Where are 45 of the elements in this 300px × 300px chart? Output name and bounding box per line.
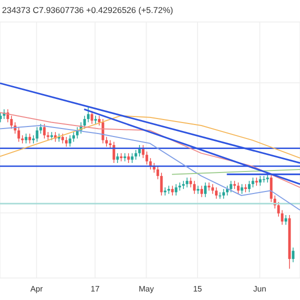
candlestick — [208, 182, 210, 192]
candlestick — [86, 106, 90, 123]
candlestick — [258, 176, 262, 186]
text: 234373 C7.93607736 +0.42926526 (+5.72%) — [2, 5, 174, 15]
candlestick — [266, 174, 269, 183]
candlestick — [215, 186, 218, 200]
candlestick — [270, 174, 272, 202]
candlestick — [236, 182, 240, 194]
candlestick — [116, 152, 119, 164]
x-tick-label: Apr — [30, 284, 44, 294]
candlestick — [292, 247, 294, 263]
candlestick — [160, 172, 163, 196]
candlestick — [218, 192, 222, 200]
candlestick — [193, 180, 196, 194]
candlestick — [248, 180, 251, 193]
candlestick — [36, 126, 38, 142]
candlestick — [204, 182, 207, 198]
candlestick — [39, 124, 42, 134]
candlestick — [280, 210, 284, 226]
candlestick — [105, 136, 108, 148]
candlestick — [65, 136, 68, 148]
candlestick — [43, 124, 46, 139]
candlestick — [262, 176, 266, 183]
candlestick — [134, 150, 138, 160]
candlestick — [196, 185, 200, 194]
candlestick — [200, 185, 203, 198]
candlestick — [146, 151, 148, 165]
candlestick — [156, 166, 160, 180]
candlestick — [138, 144, 141, 157]
candlestick — [149, 158, 152, 170]
candlestick — [127, 152, 130, 164]
candlestick — [0, 112, 2, 123]
x-tick-label: 15 — [193, 284, 203, 294]
candlestick — [83, 115, 86, 130]
x-tick-label: 17 — [90, 284, 100, 294]
candlestick — [10, 115, 13, 130]
candlestick — [58, 133, 60, 142]
x-tick-label: May — [138, 284, 154, 294]
candlestick — [90, 110, 94, 124]
candlestick — [68, 134, 72, 148]
candlestick — [222, 188, 225, 200]
candlestick — [17, 126, 20, 142]
candlestick — [230, 180, 232, 193]
candlestick — [98, 115, 101, 126]
x-tick-label: Jun — [253, 284, 266, 294]
